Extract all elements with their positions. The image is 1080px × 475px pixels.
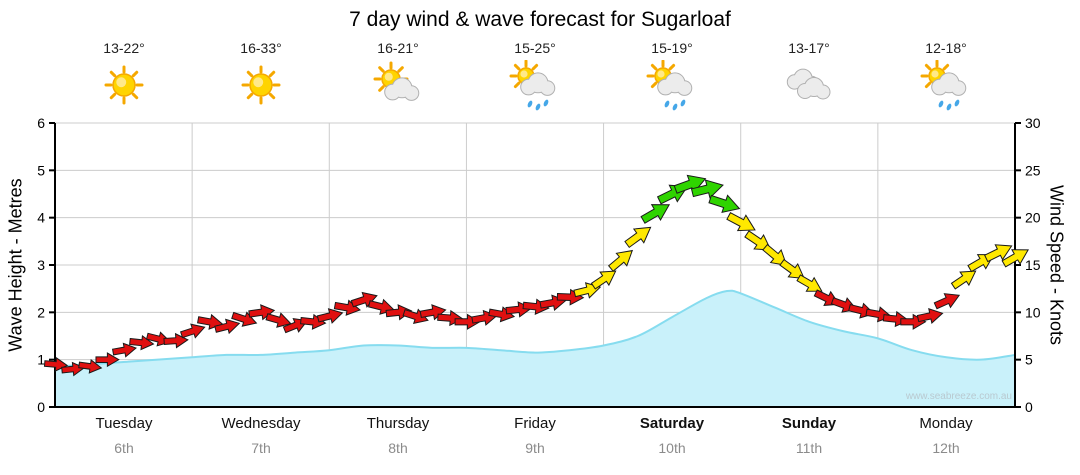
wind-arrow — [762, 243, 788, 266]
wind-arrow — [231, 311, 258, 327]
wind-arrow — [333, 299, 361, 316]
wind-arrow — [300, 313, 327, 330]
wind-arrow — [796, 274, 823, 292]
wind-arrow — [673, 174, 707, 194]
day-date-label: 6th — [114, 440, 134, 456]
wind-arrow — [265, 312, 292, 328]
wind-arrow — [950, 270, 977, 290]
temp-range-label: 16-33° — [240, 40, 282, 56]
wind-arrow — [95, 352, 120, 368]
wind-arrow — [624, 226, 652, 249]
weather-icon-box — [233, 60, 289, 112]
watermark: www.seabreeze.com.au — [905, 391, 1012, 402]
wind-arrow — [129, 334, 155, 351]
y-right-tick-label: 20 — [1025, 210, 1041, 226]
weather-showers-icon — [920, 59, 967, 111]
wind-arrow — [556, 288, 585, 306]
y-left-tick-label: 3 — [37, 257, 45, 273]
wind-arrow — [214, 318, 241, 335]
wind-arrow — [607, 249, 634, 272]
wind-arrow — [163, 332, 189, 349]
weather-showers-icon — [509, 59, 556, 111]
day-name-label: Sunday — [781, 415, 837, 432]
y-right-tick-label: 0 — [1025, 399, 1033, 415]
wind-arrow — [726, 212, 756, 232]
wind-arrow — [590, 270, 617, 290]
weather-icon-box — [644, 59, 700, 112]
day-date-label: 9th — [525, 440, 545, 456]
day-name-label: Saturday — [639, 415, 705, 432]
day-date-label: 10th — [658, 440, 686, 456]
wind-arrow — [1001, 249, 1029, 268]
wave-height-area — [55, 290, 1015, 407]
wind-arrow — [779, 258, 805, 280]
y-left-tick-label: 6 — [37, 115, 45, 131]
day-name-label: Thursday — [366, 415, 430, 432]
wind-arrow — [402, 308, 429, 325]
wind-arrow — [640, 204, 671, 224]
temp-range-label: 15-25° — [514, 40, 556, 56]
day-name-label: Monday — [919, 415, 973, 432]
y-right-tick-label: 10 — [1025, 304, 1041, 320]
weather-icon-box — [370, 60, 426, 112]
temp-range-label: 13-22° — [103, 40, 145, 56]
y-left-tick-label: 5 — [37, 162, 45, 178]
day-date-label: 8th — [388, 440, 408, 456]
day-name-label: Wednesday — [221, 415, 301, 432]
weather-icon-box — [507, 59, 563, 112]
wind-arrow — [111, 342, 137, 358]
day-date-label: 12th — [932, 440, 960, 456]
wind-arrow — [916, 308, 944, 324]
weather-icon-box — [781, 60, 837, 112]
wind-arrow — [690, 179, 724, 199]
y-right-tick-label: 15 — [1025, 257, 1041, 273]
temp-range-label: 12-18° — [925, 40, 967, 56]
wind-arrow — [984, 244, 1013, 263]
wind-arrow — [180, 323, 206, 339]
wind-arrow — [522, 298, 550, 315]
y-left-tick-label: 0 — [37, 399, 45, 415]
temp-range-label: 15-19° — [651, 40, 693, 56]
page-title: 7 day wind & wave forecast for Sugarloaf — [349, 8, 731, 31]
wind-arrow — [78, 359, 103, 374]
temp-range-label: 13-17° — [788, 40, 830, 56]
day-date-label: 11th — [795, 440, 823, 456]
y-right-tick-label: 30 — [1025, 115, 1041, 131]
wind-arrow — [813, 289, 840, 306]
wind-arrow — [933, 293, 961, 310]
weather-icon-box — [96, 60, 152, 112]
day-name-label: Tuesday — [95, 415, 153, 432]
day-date-label: 7th — [251, 440, 271, 456]
wind-arrow — [744, 230, 772, 251]
weather-cloudy-icon — [786, 68, 831, 100]
y-right-tick-label: 5 — [1025, 352, 1033, 368]
wind-arrow — [708, 194, 741, 214]
day-name-label: Friday — [514, 415, 556, 432]
weather-icon-box — [918, 59, 974, 112]
y-left-tick-label: 4 — [37, 210, 45, 226]
wind-arrow — [488, 306, 516, 323]
wave-height-line — [54, 289, 1016, 368]
y-left-tick-label: 2 — [37, 304, 45, 320]
weather-showers-icon — [646, 59, 693, 111]
temp-range-label: 16-21° — [377, 40, 419, 56]
weather-sunny-icon — [241, 65, 281, 105]
y-right-tick-label: 25 — [1025, 162, 1041, 178]
weather-partly-cloudy-icon — [373, 61, 420, 101]
y-left-tick-label: 1 — [37, 352, 45, 368]
weather-sunny-icon — [104, 65, 144, 105]
wind-arrow — [316, 308, 344, 324]
